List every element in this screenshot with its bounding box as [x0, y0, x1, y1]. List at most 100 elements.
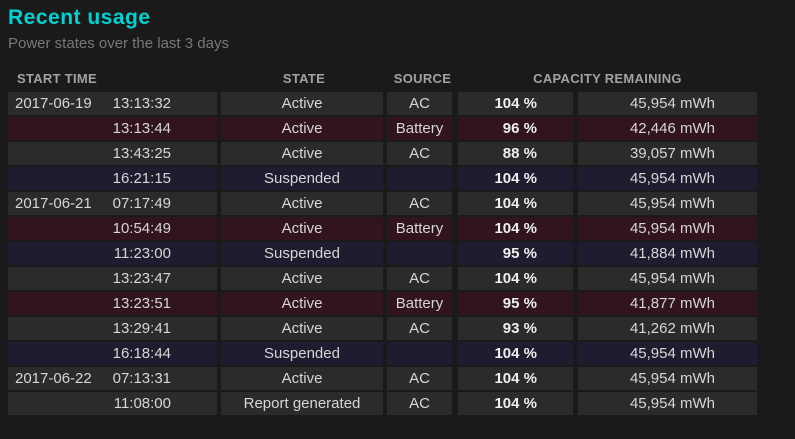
start-clock: 11:23:00	[113, 245, 171, 262]
start-clock: 11:08:00	[113, 395, 171, 412]
table-row: 2017-06-19 13:13:32 Active AC 104 % 45,954 mW…	[8, 92, 757, 115]
table-row: 13:23:47 Active AC 104 % 45,954 mWh	[8, 267, 757, 290]
table-header-row: START TIME STATE SOURCE CAPACITY REMAINI…	[8, 69, 757, 88]
cell-capacity-percent: 104 %	[458, 267, 573, 290]
cell-source: Battery	[387, 292, 452, 315]
cell-capacity-percent: 96 %	[458, 117, 573, 140]
state-label: Suspended	[264, 170, 340, 187]
table-row: 11:23:00 Suspended 95 % 41,884 mWh	[8, 242, 757, 265]
cell-start-time: 10:54:49	[8, 217, 217, 240]
table-row: 2017-06-21 07:17:49 Active AC 104 % 45,954 mW…	[8, 192, 757, 215]
cell-capacity-percent: 104 %	[458, 217, 573, 240]
cell-state: Active	[221, 367, 383, 390]
cell-start-time: 11:23:00	[8, 242, 217, 265]
cell-capacity-mwh: 42,446 mWh	[578, 117, 757, 140]
cell-start-time: 2017-06-21 07:17:49	[8, 192, 217, 215]
cell-state: Active	[221, 217, 383, 240]
cell-source	[387, 167, 452, 190]
cell-source: AC	[387, 392, 452, 415]
cell-start-time: 13:43:25	[8, 142, 217, 165]
state-label: Report generated	[243, 395, 361, 412]
usage-table: START TIME STATE SOURCE CAPACITY REMAINI…	[8, 69, 757, 415]
cell-source: AC	[387, 92, 452, 115]
source-label: Battery	[395, 120, 444, 137]
cell-state: Active	[221, 192, 383, 215]
cell-state: Suspended	[221, 167, 383, 190]
state-label: Active	[281, 95, 323, 112]
capacity-percent-value: 96 %	[502, 120, 537, 137]
source-label: AC	[409, 195, 430, 212]
page-subtitle: Power states over the last 3 days	[8, 35, 229, 52]
source-label: AC	[409, 145, 430, 162]
cell-capacity-mwh: 45,954 mWh	[578, 342, 757, 365]
start-clock: 13:43:25	[112, 145, 171, 162]
cell-state: Report generated	[221, 392, 383, 415]
capacity-percent-value: 104 %	[494, 195, 537, 212]
cell-capacity-percent: 104 %	[458, 392, 573, 415]
start-date: 2017-06-21	[15, 195, 92, 212]
cell-source: Battery	[387, 217, 452, 240]
start-date: 2017-06-19	[15, 95, 92, 112]
source-label: AC	[409, 270, 430, 287]
table-row: 13:23:51 Active Battery 95 % 41,877 mWh	[8, 292, 757, 315]
capacity-mwh-value: 45,954 mWh	[629, 170, 715, 187]
start-clock: 07:17:49	[112, 195, 171, 212]
start-clock: 13:29:41	[112, 320, 171, 337]
start-clock: 16:18:44	[112, 345, 171, 362]
cell-start-time: 16:18:44	[8, 342, 217, 365]
state-label: Active	[281, 320, 323, 337]
cell-source	[387, 242, 452, 265]
state-label: Active	[281, 295, 323, 312]
cell-capacity-percent: 93 %	[458, 317, 573, 340]
start-clock: 07:13:31	[112, 370, 171, 387]
start-clock: 13:23:47	[112, 270, 171, 287]
source-label: AC	[409, 395, 430, 412]
cell-start-time: 13:29:41	[8, 317, 217, 340]
table-row: 13:29:41 Active AC 93 % 41,262 mWh	[8, 317, 757, 340]
cell-capacity-mwh: 41,262 mWh	[578, 317, 757, 340]
column-header-start-time: START TIME	[17, 71, 98, 86]
cell-state: Active	[221, 92, 383, 115]
capacity-mwh-value: 41,884 mWh	[629, 245, 715, 262]
cell-capacity-percent: 104 %	[458, 167, 573, 190]
capacity-mwh-value: 41,262 mWh	[629, 320, 715, 337]
source-label: Battery	[395, 295, 444, 312]
source-label: Battery	[395, 220, 444, 237]
state-label: Active	[281, 120, 323, 137]
column-header-capacity-remaining: CAPACITY REMAINING	[533, 71, 682, 86]
cell-capacity-mwh: 45,954 mWh	[578, 92, 757, 115]
cell-state: Active	[221, 317, 383, 340]
start-clock: 10:54:49	[112, 220, 171, 237]
cell-source: Battery	[387, 117, 452, 140]
column-header-source: SOURCE	[393, 71, 452, 86]
start-clock: 16:21:15	[112, 170, 171, 187]
cell-capacity-percent: 95 %	[458, 292, 573, 315]
cell-start-time: 16:21:15	[8, 167, 217, 190]
capacity-percent-value: 104 %	[494, 370, 537, 387]
capacity-mwh-value: 45,954 mWh	[629, 95, 715, 112]
capacity-mwh-value: 45,954 mWh	[629, 345, 715, 362]
cell-capacity-percent: 88 %	[458, 142, 573, 165]
usage-table-body: 2017-06-19 13:13:32 Active AC 104 % 45,954 mW…	[8, 92, 757, 415]
source-label: AC	[409, 320, 430, 337]
cell-capacity-mwh: 41,877 mWh	[578, 292, 757, 315]
cell-start-time: 13:13:44	[8, 117, 217, 140]
cell-source: AC	[387, 317, 452, 340]
capacity-percent-value: 104 %	[494, 345, 537, 362]
cell-capacity-mwh: 45,954 mWh	[578, 367, 757, 390]
source-label: AC	[409, 370, 430, 387]
cell-source: AC	[387, 367, 452, 390]
capacity-mwh-value: 45,954 mWh	[629, 195, 715, 212]
cell-start-time: 2017-06-22 07:13:31	[8, 367, 217, 390]
capacity-percent-value: 104 %	[494, 170, 537, 187]
state-label: Suspended	[264, 245, 340, 262]
cell-state: Active	[221, 292, 383, 315]
cell-start-time: 13:23:47	[8, 267, 217, 290]
state-label: Active	[281, 220, 323, 237]
start-clock: 13:13:32	[112, 95, 171, 112]
cell-source: AC	[387, 267, 452, 290]
capacity-mwh-value: 39,057 mWh	[629, 145, 715, 162]
table-row: 2017-06-22 07:13:31 Active AC 104 % 45,954 mW…	[8, 367, 757, 390]
cell-capacity-mwh: 45,954 mWh	[578, 392, 757, 415]
state-label: Suspended	[264, 345, 340, 362]
